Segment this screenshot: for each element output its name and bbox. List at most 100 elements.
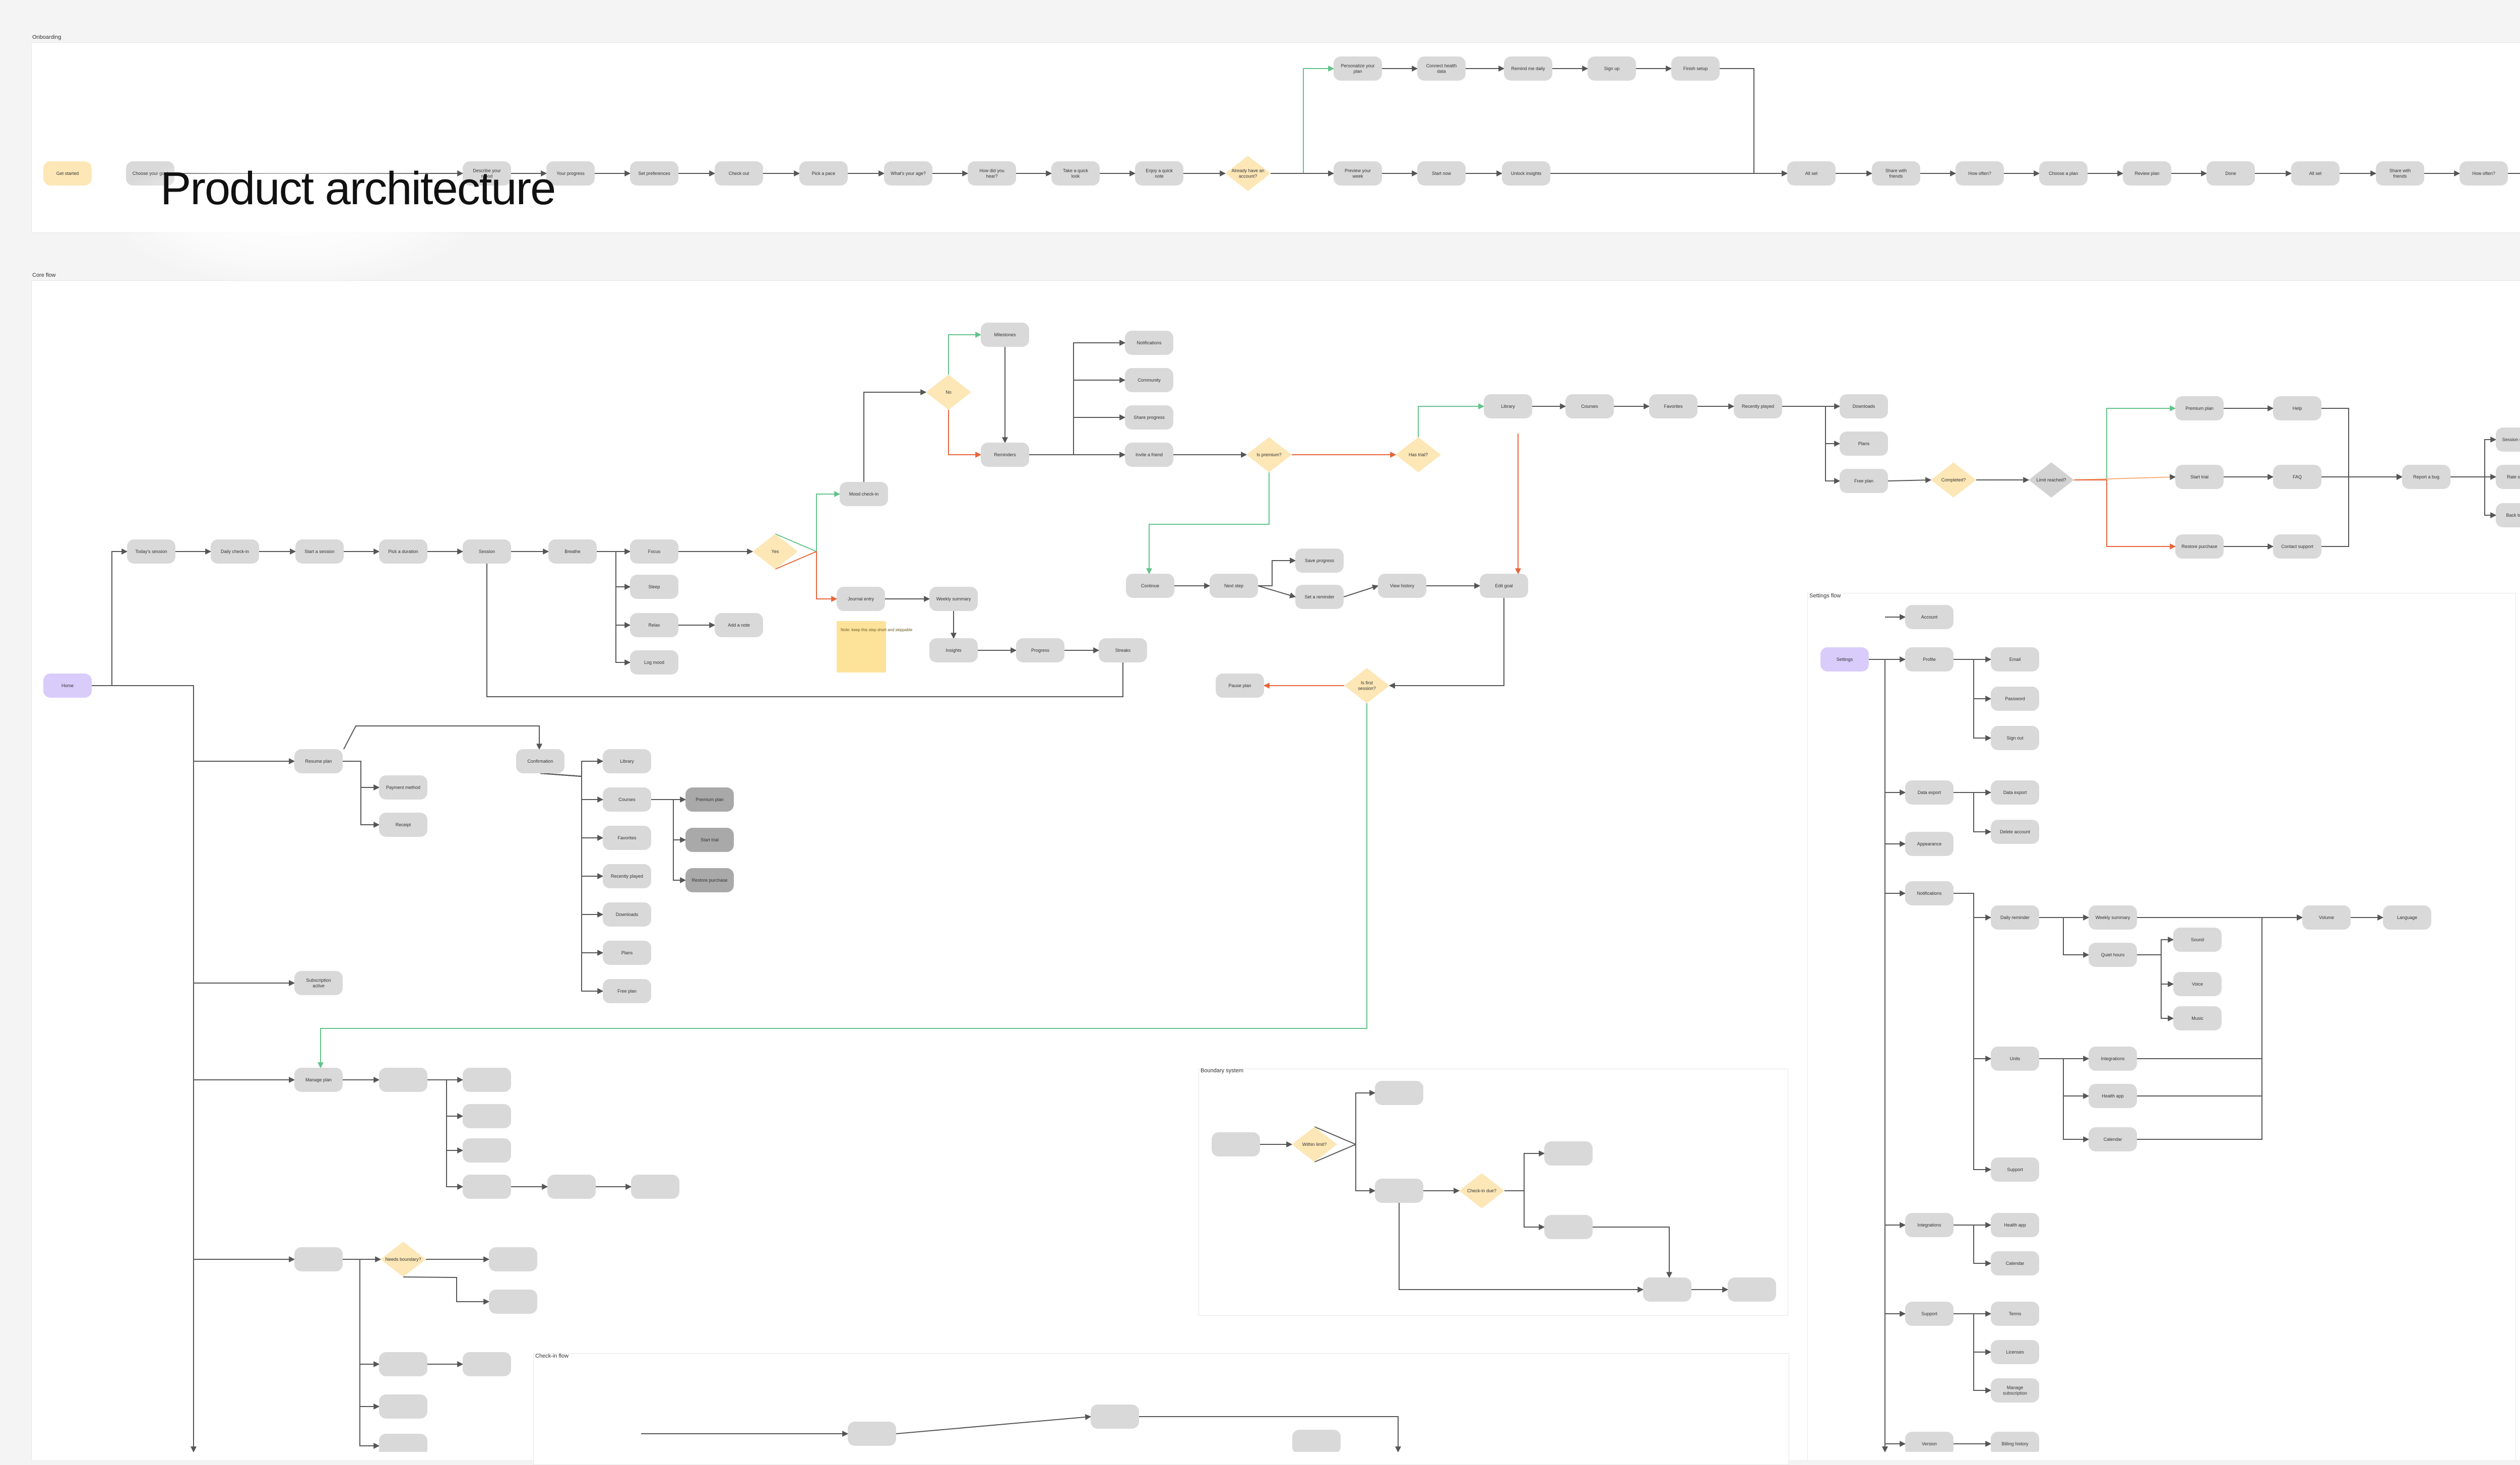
flow-node[interactable]: Next step <box>1210 574 1258 598</box>
flow-node[interactable]: Streaks <box>1099 638 1147 662</box>
flow-node[interactable]: Health app <box>2089 1084 2137 1108</box>
flow-node[interactable]: Get started <box>43 161 92 186</box>
flow-node[interactable]: Restore purchase <box>685 868 734 892</box>
flow-node[interactable]: Courses <box>1565 394 1614 418</box>
flow-node[interactable]: Restore purchase <box>2175 534 2224 559</box>
flow-node[interactable]: Version <box>1905 1432 1954 1452</box>
flow-node[interactable] <box>1544 1215 1593 1239</box>
flow-node[interactable] <box>463 1175 511 1199</box>
flow-node[interactable]: Plans <box>1840 432 1888 456</box>
decision-node[interactable]: Limit reached? <box>2029 462 2074 498</box>
flow-node[interactable] <box>379 1068 427 1092</box>
flow-node[interactable]: Edit goal <box>1480 574 1528 598</box>
decision-node[interactable]: Within limit? <box>1292 1127 1337 1162</box>
flow-node[interactable]: Set preferences <box>630 161 678 186</box>
flow-node[interactable]: Help <box>2273 396 2321 420</box>
flow-node[interactable]: Integrations <box>2089 1047 2137 1071</box>
flow-node[interactable]: Start trial <box>2175 465 2224 489</box>
flow-node[interactable]: Sign up <box>1588 56 1636 81</box>
flow-node[interactable]: Sign out <box>1991 726 2039 750</box>
flow-node[interactable]: Profile <box>1905 647 1954 672</box>
flow-node[interactable]: Pick a pace <box>799 161 848 186</box>
flow-node[interactable]: Library <box>603 749 651 773</box>
flow-node[interactable]: Password <box>1991 687 2039 711</box>
flow-node[interactable] <box>547 1175 596 1199</box>
flow-node[interactable]: Add a note <box>715 613 763 637</box>
decision-node[interactable]: Completed? <box>1931 462 1976 498</box>
flow-node[interactable]: Insights <box>929 638 978 662</box>
flow-node[interactable]: Sleep <box>630 575 678 599</box>
flow-node[interactable]: Breathe <box>548 539 597 564</box>
flow-node[interactable]: Progress <box>1016 638 1064 662</box>
flow-node[interactable]: Your progress <box>546 161 595 186</box>
flow-node[interactable]: Notifications <box>1125 331 1173 355</box>
flow-node[interactable]: All set <box>2291 161 2340 186</box>
flow-node[interactable]: Health app <box>1991 1213 2039 1237</box>
flow-node[interactable]: How often? <box>1956 161 2004 186</box>
flow-node[interactable]: Confirmation <box>516 749 564 773</box>
flow-node[interactable] <box>489 1247 537 1271</box>
flow-node[interactable] <box>379 1434 427 1452</box>
flow-node[interactable]: Back to home <box>2496 503 2520 527</box>
flow-node[interactable] <box>1375 1081 1423 1105</box>
flow-node[interactable]: Invite a friend <box>1125 443 1173 467</box>
flow-node[interactable] <box>631 1175 679 1199</box>
flow-node[interactable]: Language <box>2383 905 2431 930</box>
flow-node[interactable]: Free plan <box>1840 469 1888 493</box>
flow-node[interactable]: Finish setup <box>1671 56 1720 81</box>
flow-node[interactable]: What's your age? <box>884 161 932 186</box>
flow-node[interactable]: Unlock insights <box>1502 161 1550 186</box>
flow-node[interactable]: Home <box>43 674 92 698</box>
flow-node[interactable]: Integrations <box>1905 1213 1954 1237</box>
flow-node[interactable]: Start a session <box>295 539 344 564</box>
flow-node[interactable]: Plans <box>603 941 651 965</box>
flow-node[interactable]: Data export <box>1905 780 1954 805</box>
flow-node[interactable] <box>294 1247 343 1271</box>
flow-node[interactable]: Manage plan <box>294 1068 343 1092</box>
flow-node[interactable]: Resume plan <box>294 749 343 773</box>
flow-node[interactable]: Relax <box>630 613 678 637</box>
decision-node[interactable]: Yes <box>752 534 798 569</box>
flow-node[interactable]: Report a bug <box>2402 465 2450 489</box>
flow-node[interactable] <box>463 1138 511 1163</box>
flow-node[interactable]: Support <box>1991 1157 2039 1182</box>
flow-node[interactable] <box>848 1422 896 1446</box>
flow-node[interactable]: Save progress <box>1295 548 1344 573</box>
flow-node[interactable]: Units <box>1991 1047 2039 1071</box>
flow-node[interactable]: Appearance <box>1905 832 1954 856</box>
flow-node[interactable]: Start now <box>1417 161 1466 186</box>
flow-node[interactable]: Quiet hours <box>2089 943 2137 967</box>
flow-node[interactable]: Support <box>1905 1302 1954 1326</box>
flow-node[interactable]: Data export <box>1991 780 2039 805</box>
flow-node[interactable]: Choose a plan <box>2039 161 2088 186</box>
flow-node[interactable]: Receipt <box>379 813 427 837</box>
flow-node[interactable]: Voice <box>2173 972 2222 996</box>
flow-node[interactable]: Log mood <box>630 650 678 675</box>
flow-node[interactable]: Calendar <box>1991 1251 2039 1275</box>
flow-node[interactable]: Volume <box>2302 905 2351 930</box>
flow-node[interactable]: Recently played <box>603 864 651 888</box>
flow-node[interactable]: Mood check-in <box>840 482 888 506</box>
flow-node[interactable]: Daily check-in <box>211 539 259 564</box>
decision-node[interactable]: Is premium? <box>1246 437 1292 472</box>
flow-node[interactable] <box>1544 1141 1593 1166</box>
flow-node[interactable]: Licenses <box>1991 1340 2039 1364</box>
decision-node[interactable]: Check-in due? <box>1459 1173 1504 1208</box>
flow-node[interactable] <box>463 1104 511 1128</box>
flow-node[interactable]: Journal entry <box>837 587 885 611</box>
flow-node[interactable]: Calendar <box>2089 1127 2137 1151</box>
flow-node[interactable]: How often? <box>2460 161 2508 186</box>
flow-node[interactable]: Continue <box>1126 574 1174 598</box>
flow-node[interactable]: Check out <box>715 161 763 186</box>
flow-node[interactable]: Notifications <box>1905 881 1954 905</box>
flow-node[interactable] <box>1091 1405 1139 1429</box>
flow-node[interactable]: Pick a duration <box>379 539 427 564</box>
flow-node[interactable]: Milestones <box>981 323 1029 347</box>
